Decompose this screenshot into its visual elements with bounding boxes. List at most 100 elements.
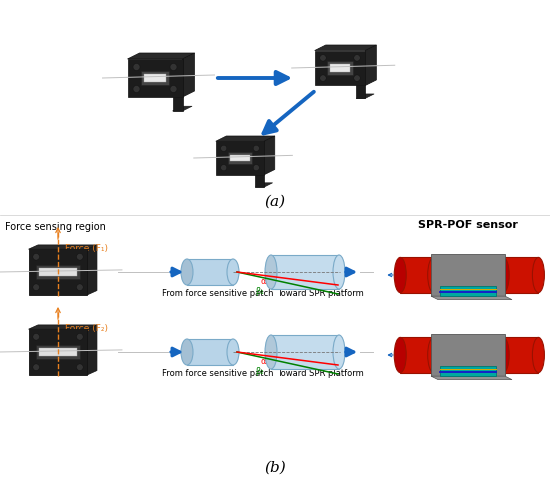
Ellipse shape [497,257,509,293]
Text: 1cm: 1cm [514,345,532,354]
FancyBboxPatch shape [128,59,183,97]
FancyBboxPatch shape [315,50,365,85]
Polygon shape [431,376,512,380]
Circle shape [221,165,227,171]
Ellipse shape [333,255,345,289]
Circle shape [170,63,177,71]
Ellipse shape [227,259,239,285]
Circle shape [133,63,140,71]
FancyBboxPatch shape [141,71,169,85]
Ellipse shape [181,339,193,365]
Text: β₁: β₁ [256,288,265,297]
Circle shape [76,334,83,340]
Polygon shape [264,136,275,175]
FancyBboxPatch shape [503,337,538,372]
Circle shape [221,145,227,151]
Circle shape [133,85,140,93]
FancyBboxPatch shape [255,175,264,187]
Circle shape [354,75,360,81]
FancyBboxPatch shape [144,74,166,82]
FancyBboxPatch shape [431,254,505,296]
Circle shape [76,364,83,371]
FancyBboxPatch shape [400,257,434,293]
Ellipse shape [333,335,345,369]
Text: (a): (a) [265,195,285,209]
Text: nₑₑ(F₂): nₑₑ(F₂) [196,347,223,356]
Ellipse shape [394,257,406,293]
Polygon shape [255,183,273,187]
FancyBboxPatch shape [271,255,339,289]
Polygon shape [173,106,192,111]
FancyBboxPatch shape [356,85,365,98]
Ellipse shape [428,337,439,372]
Polygon shape [87,325,97,375]
FancyBboxPatch shape [440,366,496,376]
Text: Toward SPR platform: Toward SPR platform [277,370,364,379]
Polygon shape [216,136,275,141]
Circle shape [354,55,360,61]
Ellipse shape [428,257,439,293]
FancyBboxPatch shape [327,61,353,75]
Circle shape [33,284,40,290]
Circle shape [76,253,83,260]
Circle shape [170,85,177,93]
FancyBboxPatch shape [173,97,183,111]
Polygon shape [87,245,97,295]
FancyBboxPatch shape [271,335,339,369]
FancyBboxPatch shape [187,259,233,285]
Text: SPR-POF sensor: SPR-POF sensor [418,220,518,230]
Text: Core: Core [313,337,331,347]
Circle shape [33,334,40,340]
Text: β₂: β₂ [256,368,265,376]
Polygon shape [315,45,376,50]
Ellipse shape [181,259,193,285]
Circle shape [253,165,260,171]
Ellipse shape [227,339,239,365]
Text: (b): (b) [264,461,286,475]
Ellipse shape [394,337,406,372]
FancyBboxPatch shape [36,265,80,279]
Text: α₁: α₁ [261,277,270,287]
FancyBboxPatch shape [228,152,252,164]
FancyBboxPatch shape [39,268,77,276]
FancyBboxPatch shape [330,64,350,72]
Text: Toward SPR platform: Toward SPR platform [277,289,364,299]
Text: From force sensitive patch: From force sensitive patch [162,370,274,379]
FancyBboxPatch shape [187,339,233,365]
Circle shape [76,284,83,290]
FancyBboxPatch shape [431,334,505,376]
Circle shape [253,145,260,151]
Polygon shape [29,245,97,249]
FancyBboxPatch shape [29,249,87,295]
Polygon shape [183,53,195,97]
FancyBboxPatch shape [36,345,80,359]
Polygon shape [431,296,512,300]
FancyBboxPatch shape [29,329,87,375]
Text: nₑₑ(F₁): nₑₑ(F₁) [196,266,223,276]
FancyBboxPatch shape [440,286,496,296]
Text: Force sensing region: Force sensing region [4,222,106,232]
FancyBboxPatch shape [39,348,77,356]
Text: From force sensitive patch: From force sensitive patch [162,289,274,299]
Text: Force (F₂): Force (F₂) [65,324,108,333]
FancyBboxPatch shape [503,257,538,293]
Polygon shape [128,53,195,59]
Circle shape [33,364,40,371]
Text: Core: Core [313,257,331,266]
Circle shape [33,253,40,260]
Ellipse shape [265,255,277,289]
Polygon shape [356,94,374,98]
Circle shape [320,55,326,61]
Text: 1cm: 1cm [514,265,532,274]
Ellipse shape [265,335,277,369]
FancyBboxPatch shape [400,337,434,372]
Circle shape [320,75,326,81]
Polygon shape [29,325,97,329]
FancyBboxPatch shape [230,155,250,161]
Ellipse shape [497,337,509,372]
Ellipse shape [532,337,544,372]
Text: Force (F₁): Force (F₁) [65,244,108,253]
Ellipse shape [532,257,544,293]
Polygon shape [365,45,376,85]
FancyBboxPatch shape [216,141,264,175]
